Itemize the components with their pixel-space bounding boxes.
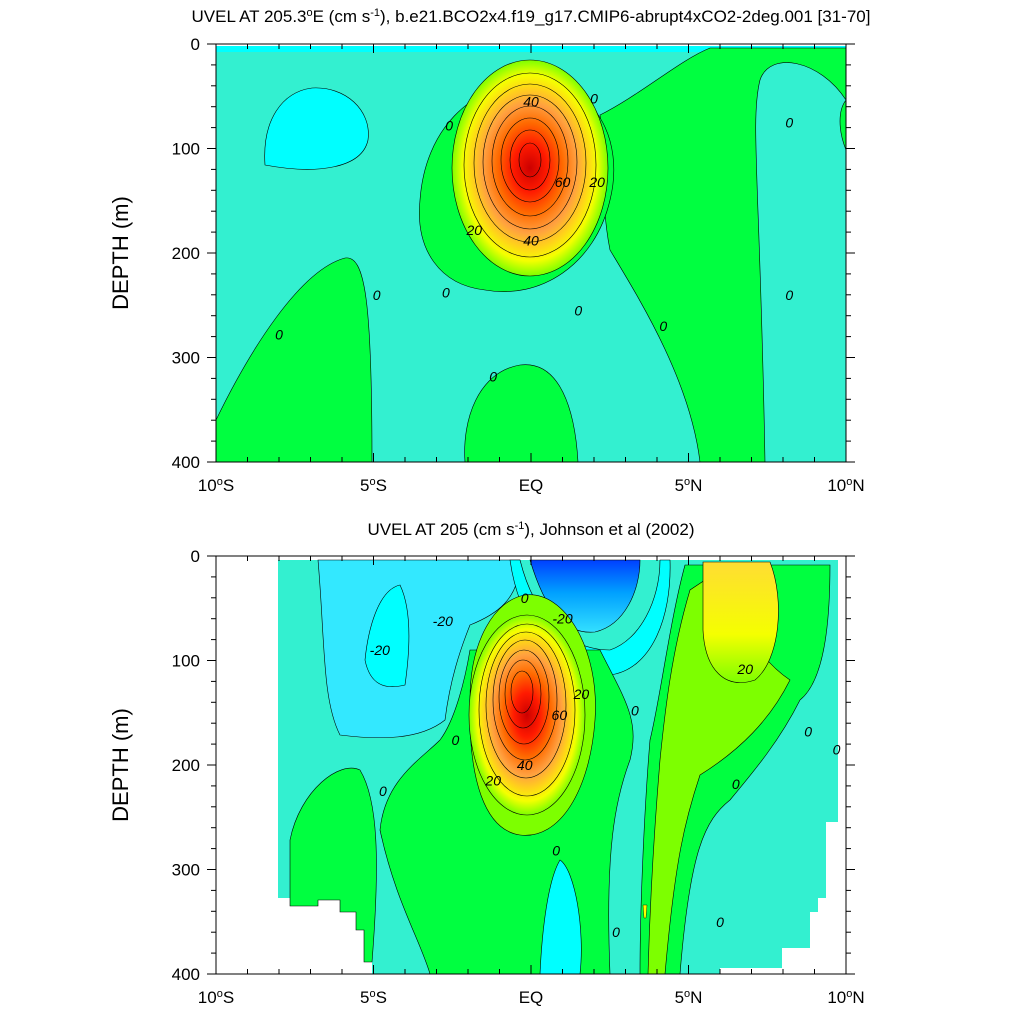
contour-label: 60	[552, 707, 568, 723]
contour-label: 0	[373, 287, 381, 303]
contour-label: 0	[785, 114, 793, 130]
contour-label: -20	[433, 613, 453, 629]
y-tick-label: 100	[172, 140, 200, 159]
panel-1-ylabel: DEPTH (m)	[108, 196, 133, 310]
x-tick-label: 10oN	[827, 476, 864, 495]
panel-2-field: 0 -20 -20 -20 20 60 20 0 0 0 0 40 0 20 0 0 0 0	[278, 559, 841, 974]
contour-label: 0	[275, 327, 283, 343]
x-tick-label: 10oS	[198, 476, 234, 495]
x-tick-label: EQ	[519, 476, 544, 495]
y-tick-label: 0	[191, 547, 200, 566]
jet-core-2	[468, 614, 586, 816]
field-cyan-pocket	[264, 87, 369, 170]
field-cyan-west-2	[364, 584, 410, 688]
contour-labels-2: 0 -20 -20 -20 20 60 20 0 0 0 0 40 0 20 0 0 0 0	[370, 590, 841, 940]
contour-label: 40	[523, 232, 539, 248]
panel-2: UVEL AT 205 (cm s-1), Johnson et al (200…	[108, 520, 865, 1007]
x-tick-label: 5oS	[360, 476, 387, 495]
contour-label: 0	[445, 118, 453, 134]
contour-label: 20	[588, 174, 605, 190]
contour-label: 20	[466, 222, 483, 238]
contour-label: 0	[379, 783, 387, 799]
panel-1-title: UVEL AT 205.3oE (cm s-1), b.e21.BCO2x4.f…	[192, 7, 871, 26]
panel-1: UVEL AT 205.3oE (cm s-1), b.e21.BCO2x4.f…	[108, 7, 870, 495]
contour-label: 0	[574, 302, 582, 318]
contour-label: 60	[555, 174, 571, 190]
field-green-north	[599, 47, 846, 462]
y-tick-label: 300	[172, 861, 200, 880]
field-cyan-south	[539, 859, 582, 974]
contour-label: -20	[370, 642, 390, 658]
panel-2-title: UVEL AT 205 (cm s-1), Johnson et al (200…	[368, 520, 695, 539]
contour-label: 0	[716, 914, 724, 930]
contour-label: 0	[732, 776, 740, 792]
x-tick-label: 10oN	[827, 988, 864, 1007]
contour-label: 0	[489, 368, 497, 384]
contour-label: 0	[521, 590, 529, 606]
x-tick-label: 5oS	[360, 988, 387, 1007]
contour-label: 0	[612, 924, 620, 940]
field-green-bottom	[464, 364, 579, 462]
panel-1-x-ticks: 10oS 5oS EQ 5oN 10oN	[198, 44, 865, 495]
panel-1-field: 40 0 0 0 60 20 20 40 0 0 0 0 0 0 0	[216, 46, 846, 462]
contour-label: 0	[804, 724, 812, 740]
jet-contours-2	[478, 623, 576, 797]
contour-label: 0	[590, 90, 598, 106]
field-yellow-north	[702, 561, 779, 683]
field-green-south	[216, 257, 373, 462]
contour-labels-1: 40 0 0 0 60 20 20 40 0 0 0 0 0 0 0	[275, 90, 793, 384]
x-tick-label: EQ	[519, 988, 544, 1007]
y-tick-label: 0	[191, 35, 200, 54]
field-green-west	[289, 767, 377, 963]
y-tick-label: 200	[172, 244, 200, 263]
jet-core-1	[451, 59, 609, 277]
contour-label: 20	[573, 686, 590, 702]
x-tick-label: 5oN	[675, 988, 703, 1007]
contour-label: 0	[552, 843, 560, 859]
contour-label: 0	[785, 287, 793, 303]
y-tick-label: 100	[172, 652, 200, 671]
jet-contours-1	[463, 72, 597, 258]
field-cyan-west	[317, 559, 521, 739]
contour-label: 0	[833, 741, 841, 757]
contour-label: 40	[523, 93, 539, 109]
contour-label: 0	[659, 318, 667, 334]
y-tick-label: 300	[172, 349, 200, 368]
y-tick-label: 400	[172, 965, 200, 984]
contour-label: 0	[452, 732, 460, 748]
contour-label: -20	[552, 611, 572, 627]
panel-2-x-ticks: 10oS 5oS EQ 5oN 10oN	[198, 556, 865, 1007]
x-tick-label: 5oN	[675, 476, 703, 495]
y-tick-label: 200	[172, 756, 200, 775]
contour-label: 20	[484, 773, 501, 789]
panel-2-ylabel: DEPTH (m)	[108, 708, 133, 822]
contour-label: 20	[736, 661, 753, 677]
contour-label: 40	[517, 757, 533, 773]
contour-label: 0	[631, 703, 639, 719]
field-yellow-fleck	[642, 904, 648, 919]
x-tick-label: 10oS	[198, 988, 234, 1007]
y-tick-label: 400	[172, 453, 200, 472]
contour-label: 0	[442, 285, 450, 301]
